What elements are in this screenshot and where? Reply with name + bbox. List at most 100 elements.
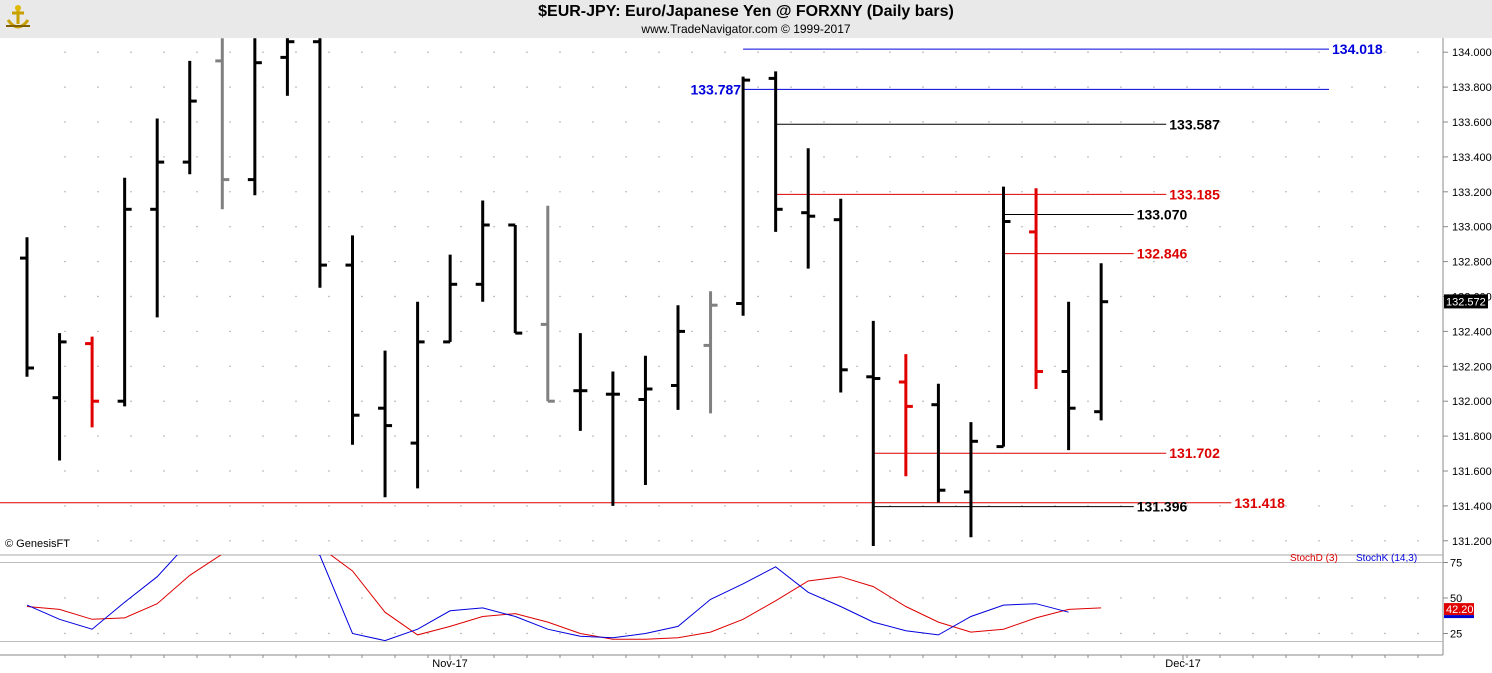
grid-dot [790,470,792,472]
grid-dot [625,226,627,228]
grid-dot [724,121,726,123]
grid-dot [262,51,264,53]
grid-dot [394,156,396,158]
grid-dot [1318,632,1320,635]
grid-dot [1186,540,1188,542]
grid-dot [196,121,198,123]
grid-dot [130,295,132,298]
grid-dot [1087,470,1089,472]
grid-dot [592,597,594,599]
grid-dot [592,400,594,402]
grid-dot [394,226,396,228]
grid-dot [295,226,297,228]
grid-dot [658,121,660,123]
grid-dot [1351,295,1353,298]
grid-dot [493,121,495,123]
grid-dot [1153,540,1155,542]
grid-dot [1021,260,1023,263]
grid-dot [889,51,891,53]
grid-dot [328,86,330,88]
grid-dot [889,121,891,123]
grid-dot [1054,86,1056,88]
grid-dot [1285,330,1287,333]
grid-dot [1285,295,1287,298]
grid-dot [1087,51,1089,53]
grid-dot [1318,226,1320,228]
grid-dot [823,156,825,158]
grid-dot [526,365,528,367]
grid-dot [1120,330,1122,333]
grid-dot [1318,597,1320,599]
grid-dot [427,435,429,437]
grid-dot [559,191,561,193]
y-tick-label: 131.800 [1452,431,1492,443]
grid-dot [1219,632,1221,635]
grid-dot [1087,156,1089,158]
grid-dot [1219,330,1221,333]
grid-dot [1186,51,1188,53]
grid-dot [955,191,957,193]
grid-dot [592,505,594,507]
grid-dot [229,597,231,599]
grid-dot [889,470,891,472]
grid-dot [658,505,660,507]
grid-dot [460,400,462,402]
grid-dot [1417,86,1419,88]
grid-dot [1285,365,1287,367]
grid-dot [1021,540,1023,542]
grid-dot [790,226,792,228]
grid-dot [196,156,198,158]
grid-dot [1153,295,1155,298]
grid-dot [1384,505,1386,507]
grid-dot [97,191,99,193]
grid-dot [1021,365,1023,367]
grid-dot [922,330,924,333]
grid-dot [163,51,165,53]
grid-dot [1252,51,1254,53]
grid-dot [988,540,990,542]
grid-dot [427,330,429,333]
grid-dot [823,121,825,123]
grid-dot [328,121,330,123]
grid-dot [394,86,396,88]
grid-dot [1417,400,1419,402]
grid-dot [394,632,396,635]
grid-dot [526,295,528,298]
grid-dot [757,226,759,228]
grid-dot [97,226,99,228]
grid-dot [1417,540,1419,542]
grid-dot [1186,400,1188,402]
grid-dot [1285,191,1287,193]
grid-dot [1285,435,1287,437]
grid-dot [724,597,726,599]
grid-dot [427,540,429,542]
grid-dot [97,295,99,298]
grid-dot [856,191,858,193]
grid-dot [1054,226,1056,228]
grid-dot [1417,121,1419,123]
grid-dot [1318,260,1320,263]
grid-dot [1384,435,1386,437]
grid-dot [1351,51,1353,53]
grid-dot [163,330,165,333]
stoch-y-tick-label: 75 [1450,558,1462,570]
grid-dot [328,226,330,228]
grid-dot [196,505,198,507]
grid-dot [526,435,528,437]
grid-dot [823,191,825,193]
grid-dot [658,86,660,88]
grid-dot [1252,86,1254,88]
grid-dot [1417,435,1419,437]
grid-dot [262,632,264,635]
grid-dot [856,435,858,437]
grid-dot [922,295,924,298]
watermark: © GenesisFT [5,538,70,550]
grid-dot [460,540,462,542]
grid-dot [229,260,231,263]
stoch-last-label: 42.20 [1446,604,1474,616]
grid-dot [229,540,231,542]
grid-dot [988,86,990,88]
grid-dot [889,365,891,367]
grid-dot [691,505,693,507]
grid-dot [361,330,363,333]
